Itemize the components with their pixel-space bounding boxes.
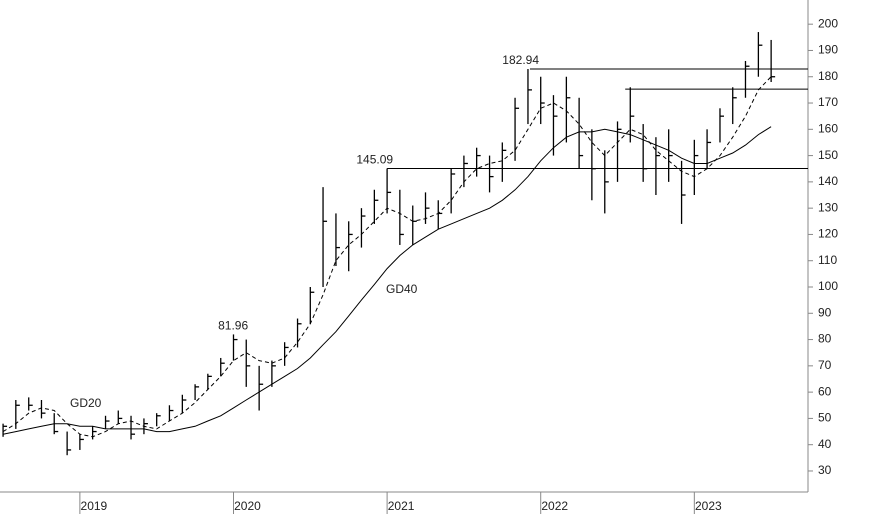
y-tick-label: 200	[818, 16, 838, 30]
moving-average	[2, 76, 772, 438]
x-tick-label: 2019	[81, 499, 108, 513]
annotation: 145.09	[356, 153, 393, 167]
y-tick-label: 120	[818, 227, 838, 241]
y-tick-label: 30	[818, 463, 832, 477]
y-tick-label: 170	[818, 95, 838, 109]
y-tick-label: 190	[818, 43, 838, 57]
moving-average	[2, 126, 772, 435]
y-tick-label: 140	[818, 174, 838, 188]
series-label: GD40	[386, 282, 418, 296]
y-tick-label: 90	[818, 305, 832, 319]
y-tick-label: 160	[818, 121, 838, 135]
y-tick-label: 80	[818, 332, 832, 346]
y-tick-label: 100	[818, 279, 838, 293]
y-tick-label: 130	[818, 200, 838, 214]
x-tick-label: 2020	[234, 499, 261, 513]
y-tick-label: 50	[818, 411, 832, 425]
x-tick-label: 2021	[388, 499, 415, 513]
y-tick-label: 150	[818, 148, 838, 162]
annotation: 182.94	[502, 53, 539, 67]
annotation: 81.96	[218, 319, 248, 333]
y-tick-label: 40	[818, 437, 832, 451]
x-tick-label: 2023	[695, 499, 722, 513]
y-tick-label: 110	[818, 253, 837, 267]
series-label: GD20	[70, 396, 102, 410]
y-tick-label: 60	[818, 384, 832, 398]
y-tick-label: 70	[818, 358, 832, 372]
x-tick-label: 2022	[541, 499, 568, 513]
y-tick-label: 180	[818, 69, 838, 83]
